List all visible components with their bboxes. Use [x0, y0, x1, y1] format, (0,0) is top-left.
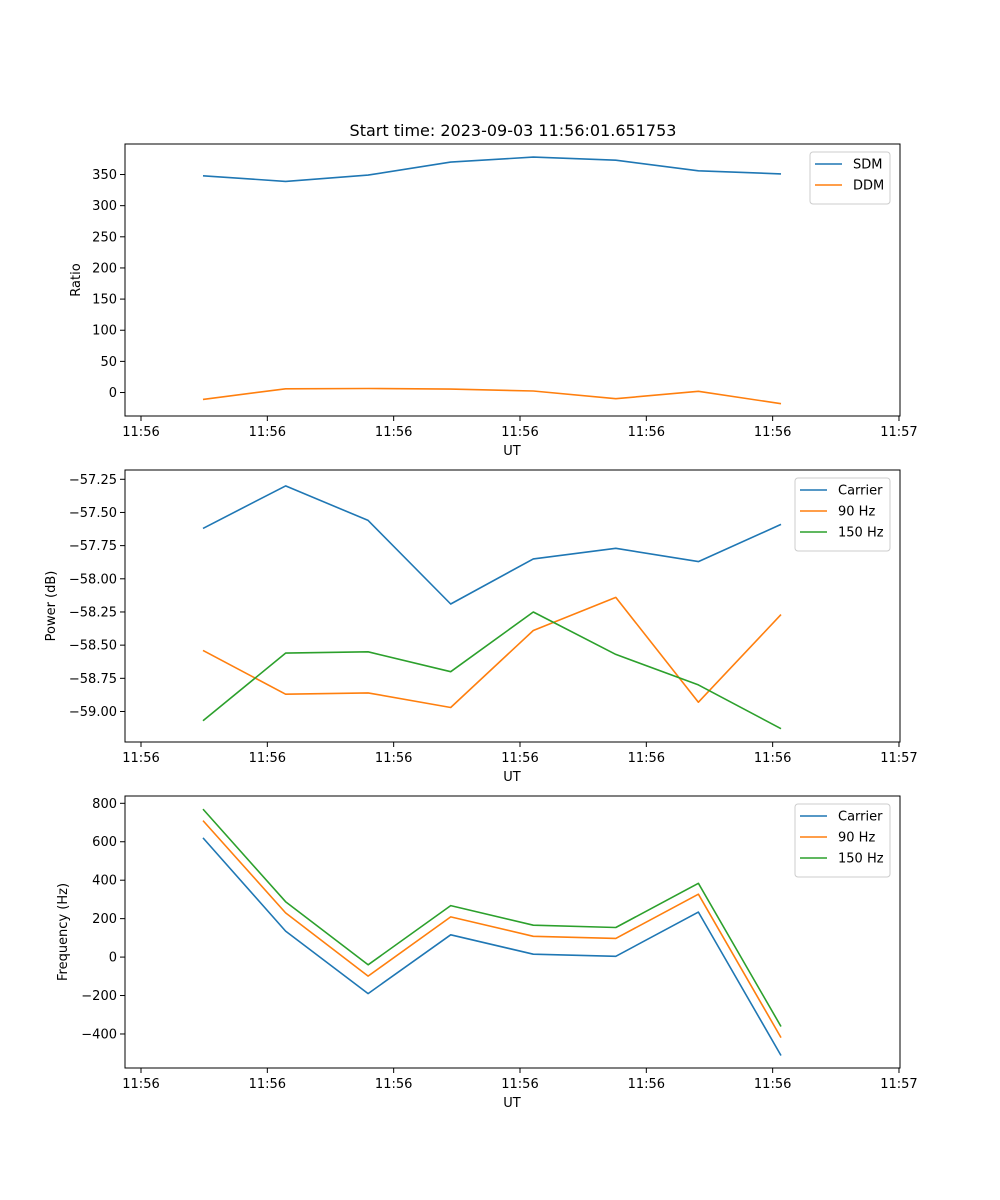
- y-tick-label: 0: [109, 951, 117, 966]
- x-tick-label: 11:56: [501, 751, 538, 766]
- x-tick-label: 11:56: [122, 1077, 159, 1092]
- y-tick-label: 350: [92, 168, 117, 183]
- y-tick-label: −57.50: [69, 506, 117, 521]
- y-axis-ticks: 0 50 100 150 200 250 300 350: [92, 168, 125, 401]
- x-axis-ticks: 11:56 11:56 11:56 11:56 11:56 11:56 11:57: [122, 1068, 918, 1092]
- legend: Carrier 90 Hz 150 Hz: [794, 477, 891, 552]
- x-tick-label: 11:56: [249, 425, 286, 440]
- series-line-150-hz: [202, 611, 782, 730]
- y-tick-label: −58.75: [69, 672, 117, 687]
- x-tick-label: 11:56: [375, 425, 412, 440]
- y-tick-label: −57.25: [69, 473, 117, 488]
- panel-ratio: Start time: 2023-09-03 11:56:01.651753 1…: [69, 121, 918, 459]
- y-tick-label: 100: [92, 324, 117, 339]
- legend-label: SDM: [853, 158, 882, 173]
- x-tick-label: 11:56: [249, 1077, 286, 1092]
- legend-label: 90 Hz: [838, 831, 875, 846]
- series-line-carrier: [202, 485, 782, 605]
- series-line-ddm: [202, 387, 782, 405]
- chart-title: Start time: 2023-09-03 11:56:01.651753: [350, 121, 677, 140]
- plot-area: [124, 469, 901, 743]
- x-axis-ticks: 11:56 11:56 11:56 11:56 11:56 11:56 11:57: [122, 416, 918, 440]
- y-axis-label: Ratio: [69, 263, 84, 296]
- y-tick-label: −400: [81, 1027, 117, 1042]
- panel-frequency: 11:56 11:56 11:56 11:56 11:56 11:56 11:57 −400…: [56, 795, 918, 1111]
- legend-label: 150 Hz: [838, 852, 884, 867]
- y-tick-label: 250: [92, 230, 117, 245]
- y-axis-label: Frequency (Hz): [56, 883, 71, 981]
- legend: Carrier 90 Hz 150 Hz: [794, 803, 891, 878]
- x-tick-label: 11:56: [501, 425, 538, 440]
- x-tick-label: 11:57: [880, 425, 917, 440]
- x-axis-ticks: 11:56 11:56 11:56 11:56 11:56 11:56 11:57: [122, 742, 918, 766]
- x-tick-label: 11:57: [880, 751, 917, 766]
- y-axis-ticks: −57.25 −57.50 −57.75 −58.00 −58.25 −58.50 −58.…: [69, 473, 125, 720]
- legend: SDM DDM: [809, 151, 891, 205]
- y-tick-label: 150: [92, 293, 117, 308]
- y-tick-label: 800: [92, 797, 117, 812]
- y-tick-label: 50: [100, 355, 117, 370]
- x-tick-label: 11:56: [122, 425, 159, 440]
- series-group: [202, 808, 782, 1056]
- series-line-sdm: [202, 156, 782, 183]
- x-tick-label: 11:56: [249, 751, 286, 766]
- y-tick-label: −58.50: [69, 639, 117, 654]
- y-tick-label: 200: [92, 261, 117, 276]
- panel-power: 11:56 11:56 11:56 11:56 11:56 11:56 11:57 −57.…: [44, 469, 918, 785]
- x-tick-label: 11:57: [880, 1077, 917, 1092]
- x-axis-label: UT: [503, 1096, 521, 1111]
- y-axis-ticks: −400 −200 0 200 400 600 800: [81, 797, 125, 1042]
- y-tick-label: −58.00: [69, 572, 117, 587]
- series-line-carrier: [202, 837, 782, 1056]
- y-axis-label: Power (dB): [44, 571, 59, 642]
- x-tick-label: 11:56: [122, 751, 159, 766]
- legend-label: Carrier: [838, 484, 883, 499]
- y-tick-label: −57.75: [69, 539, 117, 554]
- x-tick-label: 11:56: [628, 1077, 665, 1092]
- plot-area: [124, 795, 901, 1069]
- x-tick-label: 11:56: [754, 425, 791, 440]
- x-axis-label: UT: [503, 770, 521, 785]
- x-tick-label: 11:56: [375, 751, 412, 766]
- x-tick-label: 11:56: [628, 425, 665, 440]
- y-tick-label: 600: [92, 835, 117, 850]
- x-tick-label: 11:56: [628, 751, 665, 766]
- x-tick-label: 11:56: [754, 751, 791, 766]
- x-axis-label: UT: [503, 444, 521, 459]
- legend-label: Carrier: [838, 810, 883, 825]
- series-group: [202, 156, 782, 405]
- x-tick-label: 11:56: [754, 1077, 791, 1092]
- x-tick-label: 11:56: [501, 1077, 538, 1092]
- y-tick-label: 400: [92, 874, 117, 889]
- y-tick-label: 200: [92, 912, 117, 927]
- legend-label: 90 Hz: [838, 505, 875, 520]
- series-group: [202, 485, 782, 730]
- y-tick-label: 0: [109, 386, 117, 401]
- x-tick-label: 11:56: [375, 1077, 412, 1092]
- y-tick-label: −59.00: [69, 705, 117, 720]
- series-line-90-hz: [202, 596, 782, 709]
- y-tick-label: −200: [81, 989, 117, 1004]
- legend-label: DDM: [853, 179, 884, 194]
- series-line-90-hz: [202, 820, 782, 1038]
- y-tick-label: 300: [92, 199, 117, 214]
- legend-label: 150 Hz: [838, 526, 884, 541]
- plot-area: [124, 143, 901, 417]
- y-tick-label: −58.25: [69, 605, 117, 620]
- series-line-150-hz: [202, 808, 782, 1027]
- legend-frame: [809, 151, 891, 205]
